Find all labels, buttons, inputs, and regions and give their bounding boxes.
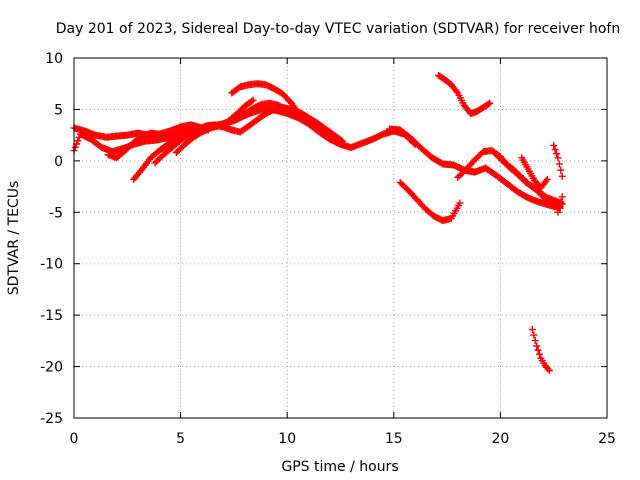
x-tick-label: 15 bbox=[385, 431, 403, 447]
y-tick-label: -10 bbox=[40, 257, 63, 273]
y-tick-label: -5 bbox=[49, 205, 63, 221]
series-arc-8 bbox=[396, 178, 464, 225]
data-point-marker bbox=[456, 199, 464, 207]
data-point-marker bbox=[553, 150, 561, 158]
data-point-marker bbox=[164, 134, 172, 142]
y-tick-label: -25 bbox=[40, 411, 63, 427]
data-point-marker bbox=[545, 367, 553, 375]
x-tick-labels: 0 5 10 15 20 25 bbox=[70, 431, 616, 447]
plot-frame bbox=[73, 57, 608, 419]
data-point-marker bbox=[337, 136, 345, 144]
data-point-marker bbox=[534, 346, 542, 354]
series-arc-9 bbox=[435, 71, 494, 118]
grid-lines bbox=[74, 58, 607, 418]
data-point-marker bbox=[71, 143, 79, 151]
data-point-marker bbox=[558, 193, 566, 201]
y-tick-label: 10 bbox=[45, 51, 63, 67]
data-point-marker bbox=[533, 342, 541, 350]
series-arc-13 bbox=[518, 154, 551, 192]
series-arc-10 bbox=[386, 125, 564, 212]
x-tick-label: 5 bbox=[176, 431, 185, 447]
x-tick-label: 0 bbox=[70, 431, 79, 447]
data-point-marker bbox=[296, 112, 304, 120]
data-point-marker bbox=[486, 99, 494, 107]
data-point-marker bbox=[550, 141, 558, 149]
series-arc-15 bbox=[528, 326, 553, 375]
series-arc-12 bbox=[492, 151, 566, 208]
data-point-marker bbox=[74, 137, 82, 145]
data-point-marker bbox=[551, 146, 559, 154]
axis-ticks bbox=[73, 57, 608, 419]
x-tick-label: 25 bbox=[598, 431, 616, 447]
y-axis-label: SDTVAR / TECUs bbox=[6, 181, 22, 296]
x-tick-label: 10 bbox=[278, 431, 296, 447]
data-point-marker bbox=[535, 350, 543, 358]
x-axis-label: GPS time / hours bbox=[281, 459, 398, 475]
y-tick-label: 5 bbox=[54, 102, 63, 118]
data-point-marker bbox=[248, 97, 256, 105]
x-tick-label: 20 bbox=[491, 431, 509, 447]
data-point-marker bbox=[249, 96, 257, 104]
chart-title: Day 201 of 2023, Sidereal Day-to-day VTE… bbox=[56, 21, 620, 37]
data-point-marker bbox=[558, 172, 566, 180]
y-tick-label: -15 bbox=[40, 308, 63, 324]
series-arc-3 bbox=[104, 129, 172, 162]
data-point-marker bbox=[530, 331, 538, 339]
data-point-marker bbox=[484, 100, 492, 108]
data-point-marker bbox=[543, 175, 551, 183]
data-series bbox=[70, 71, 566, 375]
data-point-marker bbox=[555, 203, 563, 211]
data-point-marker bbox=[531, 337, 539, 345]
y-tick-label: -20 bbox=[40, 360, 63, 376]
data-point-marker bbox=[554, 208, 562, 216]
data-point-marker bbox=[286, 98, 294, 106]
data-point-marker bbox=[528, 326, 536, 334]
series-arc-7 bbox=[228, 80, 304, 120]
data-point-marker bbox=[557, 166, 565, 174]
y-tick-labels: 10 5 0 -5 -10 -15 -20 -25 bbox=[40, 51, 63, 427]
series-arc-14 bbox=[550, 141, 566, 216]
data-point-marker bbox=[555, 160, 563, 168]
series-arc-6 bbox=[172, 96, 257, 157]
data-point-marker bbox=[557, 198, 565, 206]
data-point-marker bbox=[339, 137, 347, 145]
y-tick-label: 0 bbox=[54, 154, 63, 170]
data-point-marker bbox=[554, 154, 562, 162]
